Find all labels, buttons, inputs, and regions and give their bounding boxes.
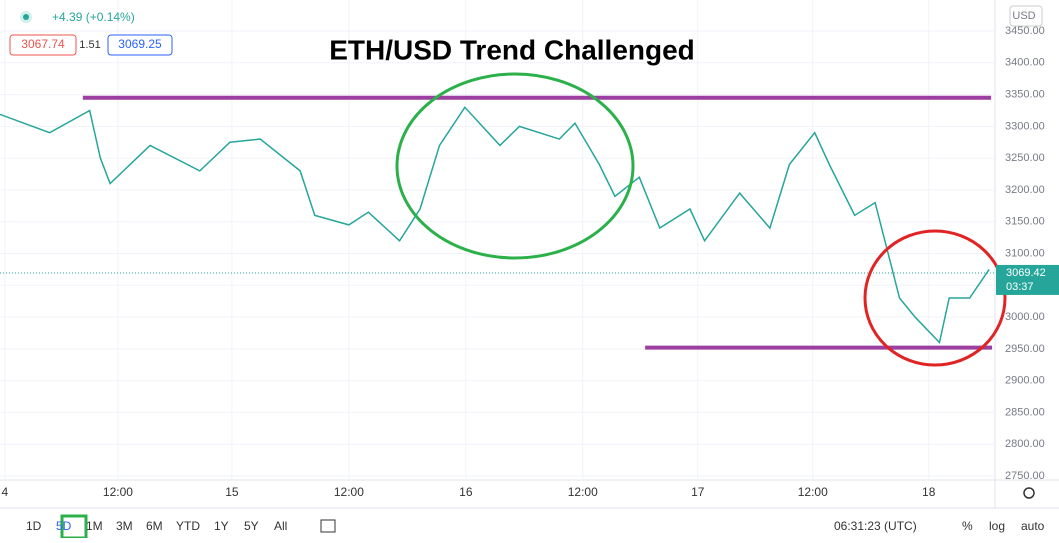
range-button[interactable]: 5Y (244, 519, 259, 533)
x-tick-label: 15 (225, 485, 239, 499)
x-tick-label: 17 (691, 485, 705, 499)
y-tick-label: 2900.00 (1005, 375, 1045, 387)
auto-toggle[interactable]: auto (1021, 519, 1045, 533)
range-button[interactable]: 1M (86, 519, 103, 533)
y-tick-label: 2950.00 (1005, 343, 1045, 355)
y-tick-label: 3200.00 (1005, 184, 1045, 196)
spread: 1.51 (79, 39, 100, 51)
range-button[interactable]: 5D (56, 519, 72, 533)
price-line (0, 106, 990, 345)
settings-icon[interactable] (1023, 487, 1035, 499)
status-icon (23, 14, 29, 20)
date-range-icon[interactable] (320, 519, 336, 533)
ask[interactable]: 3069.25 (118, 37, 162, 51)
y-tick-label: 3450.00 (1005, 25, 1045, 37)
y-tick-label: 3000.00 (1005, 311, 1045, 323)
y-tick-label: 2750.00 (1005, 470, 1045, 482)
range-button[interactable]: 1Y (214, 519, 229, 533)
range-button[interactable]: 1D (26, 519, 42, 533)
clock: 06:31:23 (UTC) (834, 519, 917, 533)
x-tick-label: 4 (2, 485, 9, 499)
y-tick-label: 3300.00 (1005, 120, 1045, 132)
x-tick-label: 12:00 (798, 485, 828, 499)
x-tick-label: 12:00 (103, 485, 133, 499)
currency-box[interactable] (1009, 5, 1043, 27)
x-tick-label: 12:00 (334, 485, 364, 499)
bid-box[interactable] (9, 34, 77, 56)
countdown: 03:37 (1006, 281, 1034, 293)
highlight-ellipse (395, 72, 635, 260)
percent-toggle[interactable]: % (962, 519, 973, 533)
y-tick-label: 3350.00 (1005, 88, 1045, 100)
log-toggle[interactable]: log (989, 519, 1005, 533)
range-button[interactable]: YTD (176, 519, 200, 533)
x-tick-label: 16 (459, 485, 473, 499)
chart-title: ETH/USD Trend Challenged (329, 34, 695, 65)
y-tick-label: 3250.00 (1005, 152, 1045, 164)
x-tick-label: 18 (922, 485, 936, 499)
range-button[interactable]: All (274, 519, 287, 533)
ask-box[interactable] (107, 34, 173, 56)
y-tick-label: 3150.00 (1005, 216, 1045, 228)
y-tick-label: 3400.00 (1005, 57, 1045, 69)
range-button[interactable]: 3M (116, 519, 133, 533)
bid[interactable]: 3067.74 (21, 37, 65, 51)
last-price: 3069.42 (1006, 267, 1046, 279)
price-change: +4.39 (+0.14%) (52, 10, 135, 24)
y-tick-label: 2850.00 (1005, 406, 1045, 418)
highlight-circle (863, 229, 1007, 367)
y-tick-label: 2800.00 (1005, 438, 1045, 450)
x-tick-label: 12:00 (568, 485, 598, 499)
y-tick-label: 3100.00 (1005, 247, 1045, 259)
last-price-box (996, 264, 1059, 295)
currency[interactable]: USD (1012, 10, 1035, 22)
range-button[interactable]: 6M (146, 519, 163, 533)
